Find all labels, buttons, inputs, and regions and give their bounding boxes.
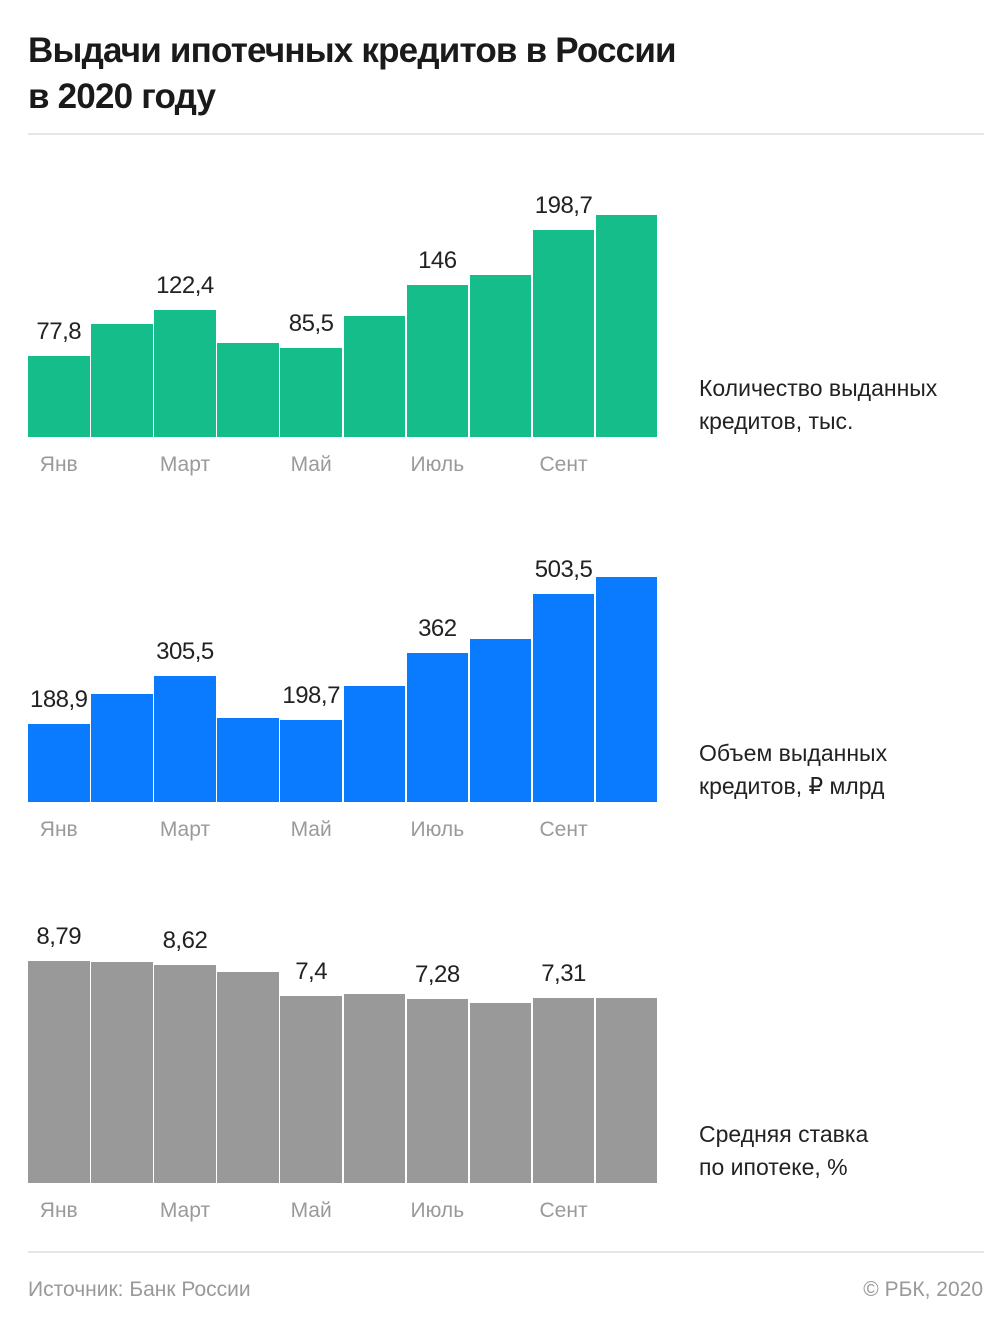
x-tick-label: Март xyxy=(159,818,211,841)
x-tick-label: Март xyxy=(159,453,211,476)
bar xyxy=(595,214,658,437)
bar xyxy=(91,694,153,802)
bar xyxy=(532,594,595,802)
x-tick-label: Июль xyxy=(410,818,465,841)
x-tick-label: Янв xyxy=(39,1199,78,1222)
bar xyxy=(28,724,90,802)
x-tick-label: Янв xyxy=(39,453,78,476)
bar xyxy=(280,720,342,802)
copyright: © РБК, 2020 xyxy=(863,1278,983,1301)
bar xyxy=(91,324,153,437)
bar xyxy=(217,718,279,802)
bar xyxy=(343,316,405,437)
value-label: 188,9 xyxy=(29,686,88,714)
bar xyxy=(28,960,90,1183)
x-tick-label: Май xyxy=(290,1199,332,1222)
bar xyxy=(406,285,469,437)
bar xyxy=(343,686,405,802)
x-tick-label: Янв xyxy=(39,818,78,841)
bar xyxy=(469,1002,532,1183)
value-label: 362 xyxy=(418,614,457,642)
x-tick-label: Сент xyxy=(539,818,588,841)
value-label: 146 xyxy=(418,247,457,274)
chart-legend: Количество выданных кредитов, тыс. xyxy=(699,375,938,434)
bar xyxy=(280,996,342,1183)
chart-legend: Средняя ставка по ипотеке, % xyxy=(699,1121,869,1180)
value-label: 305,5 xyxy=(156,637,214,665)
x-tick-label: Июль xyxy=(410,453,465,476)
bar xyxy=(406,999,469,1183)
bar xyxy=(532,230,595,437)
title-line-1: Выдачи ипотечных кредитов в России xyxy=(28,31,677,70)
chart-loan-count: 77,8 122,4 85,5 146 198,7 Янв Март Май Июль Сент … xyxy=(28,180,984,490)
value-label: 85,5 xyxy=(288,309,334,337)
bar xyxy=(469,638,532,802)
bar xyxy=(28,356,90,437)
plot-area: 77,8 122,4 85,5 146 198,7 Янв Март Май Июль Сент xyxy=(28,180,659,476)
plot-area: 8,79 8,62 7,4 7,28 7,31 Янв Март Май Июль Сент xyxy=(28,922,659,1222)
bar xyxy=(217,343,279,437)
bar xyxy=(595,998,658,1183)
bar xyxy=(154,675,216,802)
plot-area: 188,9 305,5 198,7 362 503,5 Янв Март Май Июль Сен… xyxy=(28,545,659,841)
value-label: 503,5 xyxy=(534,556,593,584)
bar xyxy=(280,348,342,437)
value-label: 122,4 xyxy=(156,271,214,299)
value-label: 8,62 xyxy=(162,927,208,955)
chart-loan-volume: 188,9 305,5 198,7 362 503,5 Янв Март Май Июль Сен… xyxy=(28,545,984,855)
x-tick-label: Сент xyxy=(539,1199,588,1222)
x-tick-label: Май xyxy=(290,818,332,841)
value-label: 7,31 xyxy=(541,960,586,988)
bar xyxy=(469,275,532,437)
value-label: 8,79 xyxy=(36,922,82,950)
bar xyxy=(595,576,658,802)
x-tick-label: Май xyxy=(290,453,332,476)
bar xyxy=(406,652,469,802)
bar xyxy=(154,965,216,1183)
chart-legend: Объем выданных кредитов, ₽ млрд xyxy=(699,740,888,799)
bar xyxy=(154,309,216,437)
footer-divider xyxy=(28,1251,984,1253)
value-label: 7,28 xyxy=(414,961,460,989)
title-line-2: в 2020 году xyxy=(28,77,216,116)
x-tick-label: Март xyxy=(159,1199,211,1222)
x-tick-label: Июль xyxy=(410,1199,465,1222)
header-divider xyxy=(28,133,984,135)
bar xyxy=(217,972,279,1183)
value-label: 198,7 xyxy=(534,192,593,220)
bar xyxy=(343,993,405,1183)
x-tick-label: Сент xyxy=(539,453,588,476)
chart-interest-rate: 8,79 8,62 7,4 7,28 7,31 Янв Март Май Июль Сент Ср… xyxy=(28,922,984,1236)
value-label: 77,8 xyxy=(36,318,82,345)
value-label: 7,4 xyxy=(295,958,328,986)
value-label: 198,7 xyxy=(282,682,340,710)
source-note: Источник: Банк России xyxy=(28,1278,251,1301)
bar xyxy=(91,961,153,1183)
bar xyxy=(532,998,595,1183)
page-title: Выдачи ипотечных кредитов в России в 202… xyxy=(28,28,677,120)
